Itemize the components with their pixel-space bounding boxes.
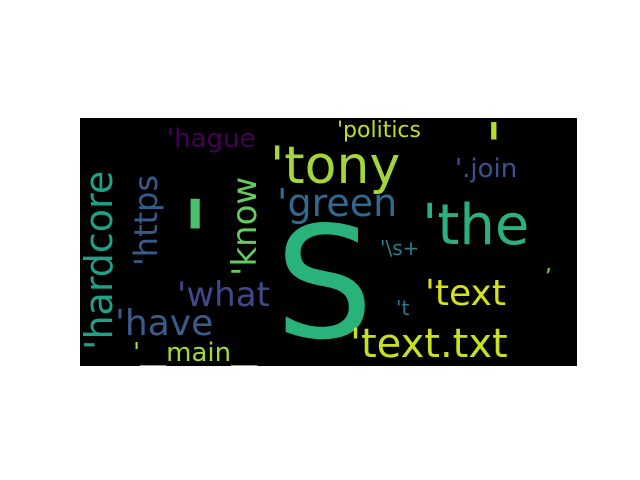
word-text-txt: 'text.txt: [350, 321, 508, 366]
word-text: 'text: [425, 273, 506, 314]
word-comma: ,: [545, 252, 552, 277]
word-hardcore: 'hardcore: [80, 170, 121, 350]
word-know: 'know: [225, 176, 265, 276]
word-hague: 'hague: [167, 124, 256, 154]
word-join: '.join: [455, 154, 518, 184]
word-tony: 'tony: [270, 136, 401, 196]
word-what: 'what: [177, 275, 270, 315]
word-the: 'the: [422, 193, 530, 258]
word-s-plus: '\s+: [380, 236, 420, 260]
word-quote-top: ': [485, 118, 503, 185]
word-politics: 'politics: [337, 118, 421, 143]
word-green: 'green: [277, 181, 398, 225]
word-s: S: [275, 193, 374, 366]
word-cloud: S 'tony 'the ' ' 'green 'know 'https 'ha…: [80, 118, 577, 366]
word-have: 'have: [115, 303, 214, 344]
word-t: 't: [396, 296, 410, 320]
word-https: 'https: [127, 174, 165, 266]
word-main: '__main__: [133, 338, 258, 366]
word-quote-large: ': [180, 177, 211, 305]
